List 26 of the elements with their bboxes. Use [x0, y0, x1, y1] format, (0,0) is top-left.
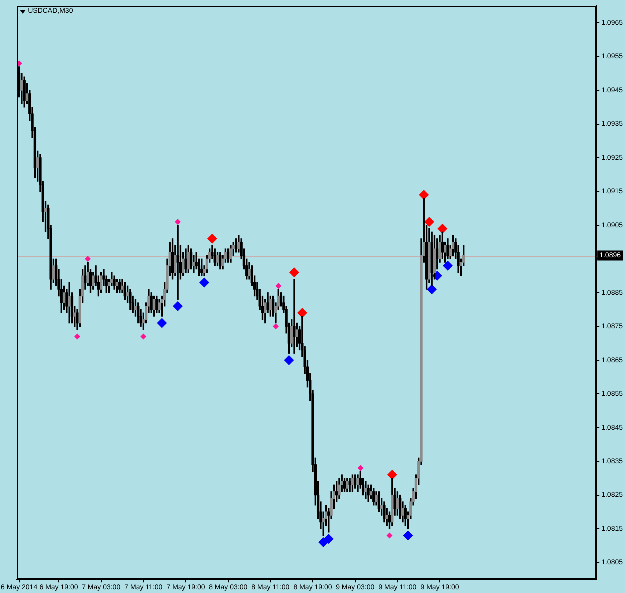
point [438, 224, 448, 234]
point [157, 318, 168, 328]
point [207, 234, 218, 244]
point [442, 260, 453, 271]
point [427, 284, 438, 295]
point [74, 334, 81, 340]
point [424, 217, 434, 228]
point [272, 324, 279, 330]
point [175, 219, 182, 226]
point [297, 308, 308, 318]
candlestick [364, 481, 368, 499]
point [173, 301, 184, 312]
point [290, 268, 300, 278]
candlestick [176, 225, 180, 300]
candlestick [293, 279, 296, 354]
point [403, 530, 414, 541]
point [358, 465, 364, 472]
point [200, 278, 210, 288]
point [85, 256, 92, 262]
point [419, 190, 430, 200]
point [284, 355, 294, 366]
point [386, 532, 393, 539]
point [387, 470, 398, 480]
point [324, 534, 334, 544]
point [140, 334, 147, 340]
point [276, 283, 282, 290]
